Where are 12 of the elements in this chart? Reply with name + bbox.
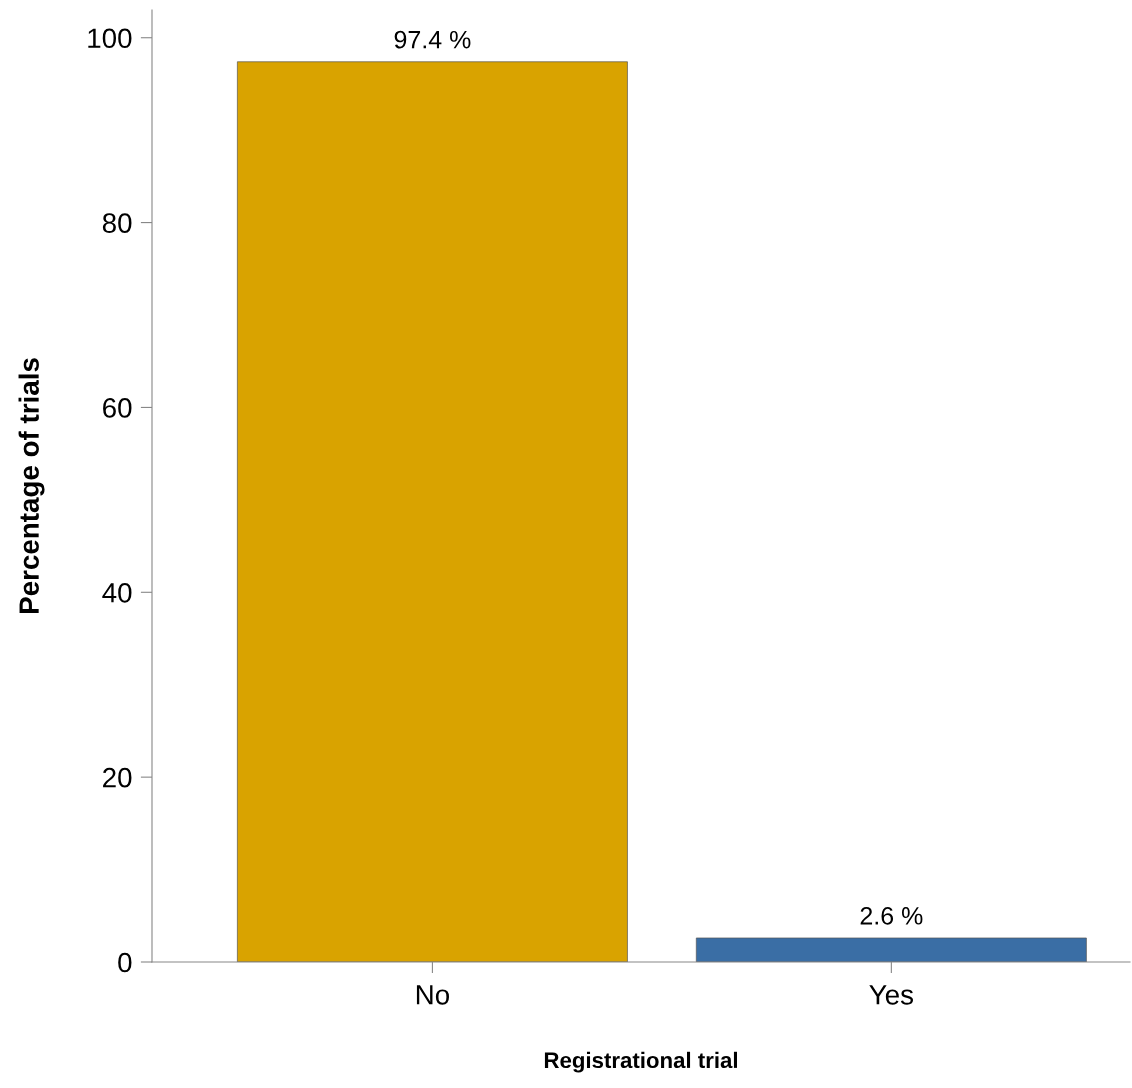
y-tick-label: 60 [103,398,132,418]
y-tick-label: 20 [103,767,132,788]
x-tick-label: No [416,985,449,1005]
y-tick-label: 80 [102,213,132,233]
data-label: 97.4 % [394,30,471,49]
x-tick-label: Yes [869,985,914,1005]
y-axis-title: Percentage of trials [18,358,45,614]
data-label: 2.6 % [860,906,923,925]
y-tick-label: 100 [88,28,132,49]
y-tick-label: 0 [118,952,132,973]
x-axis-title: Registrational trial [544,1051,737,1073]
y-tick-label: 40 [102,582,132,603]
